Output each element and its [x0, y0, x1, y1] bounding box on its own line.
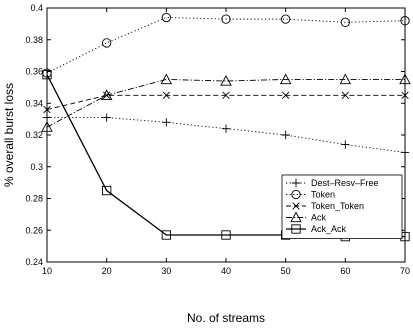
data-point	[341, 91, 350, 99]
legend-label: Token_Token	[311, 201, 364, 211]
legend-box	[281, 174, 403, 239]
x-tick-label: 30	[161, 266, 171, 276]
legend-marker	[292, 202, 300, 210]
legend-entry: Ack_Ack	[286, 224, 347, 234]
y-tick-label: 0.36	[25, 67, 43, 77]
x-tick-label: 10	[42, 266, 52, 276]
data-point	[339, 73, 352, 85]
data-point	[162, 118, 171, 127]
y-tick-label: 0.32	[25, 130, 43, 140]
series-token	[42, 12, 410, 78]
y-tick-label: 0.24	[25, 257, 43, 267]
data-point	[222, 91, 230, 99]
plot-frame	[46, 7, 406, 263]
x-tick-label: 40	[221, 266, 231, 276]
data-point	[221, 230, 231, 240]
series-line	[46, 94, 405, 111]
data-point	[279, 73, 292, 85]
data-point	[161, 12, 171, 23]
series-token-token	[43, 91, 409, 114]
data-point	[281, 91, 290, 99]
data-point	[281, 130, 290, 140]
data-point	[221, 124, 231, 133]
data-point	[220, 75, 232, 86]
y-tick-label: 0.26	[25, 225, 43, 235]
data-point	[341, 140, 350, 149]
legend-label: Ack_Ack	[311, 224, 347, 234]
series-ack	[41, 73, 411, 132]
data-point	[102, 38, 112, 48]
x-axis-label: No. of streams	[187, 311, 265, 325]
data-point	[161, 230, 171, 240]
data-point	[160, 73, 173, 85]
x-tick-label: 50	[281, 266, 291, 276]
legend-entry: Token_Token	[286, 201, 364, 211]
data-point	[340, 17, 350, 27]
legend-entry: Ack	[286, 211, 327, 223]
x-tick-label: 70	[400, 266, 410, 276]
y-axis-label: % overall burst loss	[2, 83, 16, 187]
series-line	[47, 117, 406, 153]
y-tick-label: 0.38	[25, 35, 43, 45]
series-line	[46, 78, 405, 128]
legend-marker	[291, 189, 301, 200]
legend-marker	[291, 178, 301, 188]
y-tick-label: 0.28	[25, 194, 43, 204]
legend-label: Dest–Resv–Free	[311, 178, 379, 188]
y-tick-label: 0.4	[30, 3, 43, 13]
legend-marker	[291, 224, 301, 234]
x-tick-label: 20	[102, 266, 112, 276]
legend-label: Token	[311, 190, 335, 200]
data-point	[162, 91, 171, 99]
x-tick-label: 60	[340, 266, 350, 276]
y-tick-label: 0.34	[25, 98, 43, 108]
data-point	[102, 113, 111, 122]
data-point	[102, 185, 112, 196]
legend-label: Ack	[311, 213, 327, 223]
legend-entry: Dest–Resv–Free	[286, 178, 379, 188]
data-point	[281, 14, 291, 24]
legend-entry: Token	[286, 190, 335, 200]
data-point	[100, 89, 113, 100]
y-tick-label: 0.3	[30, 162, 43, 172]
legend-marker	[290, 211, 302, 223]
series-line	[46, 17, 406, 74]
series-dest-resv-free	[42, 113, 410, 157]
data-point	[221, 14, 231, 24]
